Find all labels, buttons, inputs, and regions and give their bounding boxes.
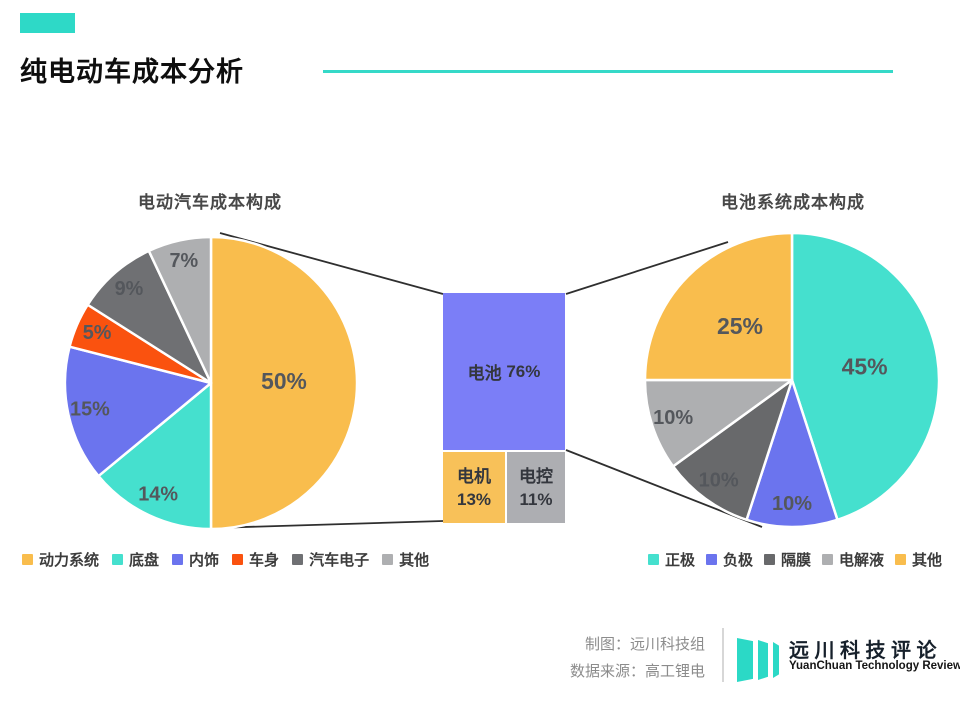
powertrain-stacked-bar: 电池 76% 电机 13% 电控 11% [443,293,565,523]
legend-label: 底盘 [129,552,160,569]
right-pie-legend: 正极 负极 隔膜 电解液 其他 [645,549,945,570]
header-accent-bar [20,13,75,33]
legend-swatch [822,554,833,565]
pie-slice-label: 7% [170,250,199,272]
legend-item: 其他 [382,549,429,570]
legend-item: 内饰 [172,549,219,570]
legend-swatch [232,554,244,565]
legend-item: 其他 [895,549,942,570]
pie-slice [97,381,213,531]
title-underline [323,70,893,73]
pie-slice-label: 50% [261,368,307,394]
legend-swatch [895,554,907,565]
legend-item: 汽车电子 [292,549,369,570]
logo-bar-icon [758,640,768,680]
legend-item: 底盘 [112,549,159,570]
bar-segment-motor-name: 电机 [457,466,491,486]
legend-label: 其他 [399,552,430,569]
bar-segment-motor-value: 13% [456,489,492,509]
legend-label: 负极 [722,552,753,569]
credits-block: 制图：远川科技组 数据来源：高工锂电 [405,631,705,685]
legend-swatch [22,554,33,565]
bar-segment-battery-value: 76% [506,361,541,381]
pie-slice [209,235,359,531]
pie-slice-label: 15% [70,398,110,420]
pie-slice [643,378,794,468]
left-pie-title: 电动汽车成本构成 [138,193,282,212]
legend-swatch [763,554,775,565]
pie-slice [86,249,213,385]
legend-swatch [705,554,717,565]
legend-label: 电解液 [839,552,885,569]
logo-bar-icon [737,638,753,682]
legend-item: 负极 [705,549,753,570]
legend-item: 正极 [647,549,695,570]
legend-item: 动力系统 [22,549,99,570]
brand-name-en: YuanChuan Technology Review [789,660,960,672]
legend-item: 车身 [232,549,279,570]
credit-source-line: 数据来源：高工锂电 [569,663,705,680]
pie-slice [790,231,941,522]
pie-slice-label: 45% [842,354,888,380]
legend-swatch [647,554,659,565]
pie-slice [671,378,794,522]
pie-slice-label: 9% [115,278,144,300]
logo-bar-icon [773,642,779,678]
left-pie-legend: 动力系统 底盘 内饰 车身 汽车电子 其他 [22,549,429,570]
legend-label: 汽车电子 [309,552,370,569]
legend-label: 其他 [912,552,943,569]
legend-swatch [112,554,124,565]
pie-slice [745,378,839,529]
legend-item: 电解液 [822,549,884,570]
pie-slice-label: 5% [83,322,112,344]
ev-cost-pie-chart: 50% 14% 15% 5%9% 7% [63,235,359,531]
pie-slice-label: 10% [699,469,739,491]
pie-slice-label: 10% [653,407,693,429]
pie-slice-label: 10% [772,493,812,515]
legend-label: 内饰 [189,552,220,569]
bar-segment-motor: 电机 13% [443,450,507,523]
battery-cost-pie-chart: 45% 10% 10% 10% 25% [643,231,941,529]
bar-segment-battery: 电池 76% [443,293,565,450]
brand-divider [722,628,724,682]
pie-slice [63,345,213,478]
pie-slice-label: 14% [138,484,178,506]
legend-swatch [172,554,184,565]
page-title: 纯电动车成本分析 [20,57,244,87]
legend-swatch [382,554,394,565]
right-pie-title: 电池系统成本构成 [721,193,865,212]
legend-label: 动力系统 [39,552,100,569]
brand-name-cn: 远川科技评论 [789,640,942,662]
bar-segment-control-name: 电控 [519,466,553,486]
bar-segment-control: 电控 11% [507,450,565,523]
bar-segment-battery-name: 电池 [467,364,502,383]
credit-maker-line: 制图：远川科技组 [584,636,705,653]
legend-label: 隔膜 [780,552,811,569]
yuanchuan-logo-icon [737,637,783,683]
pie-slice [643,231,794,382]
legend-swatch [292,554,304,565]
pie-slice-label: 25% [717,313,763,339]
bar-segment-control-value: 11% [519,489,553,509]
legend-label: 正极 [664,552,695,569]
legend-item: 隔膜 [763,549,811,570]
pie-slice [147,235,213,385]
legend-label: 车身 [249,552,280,569]
